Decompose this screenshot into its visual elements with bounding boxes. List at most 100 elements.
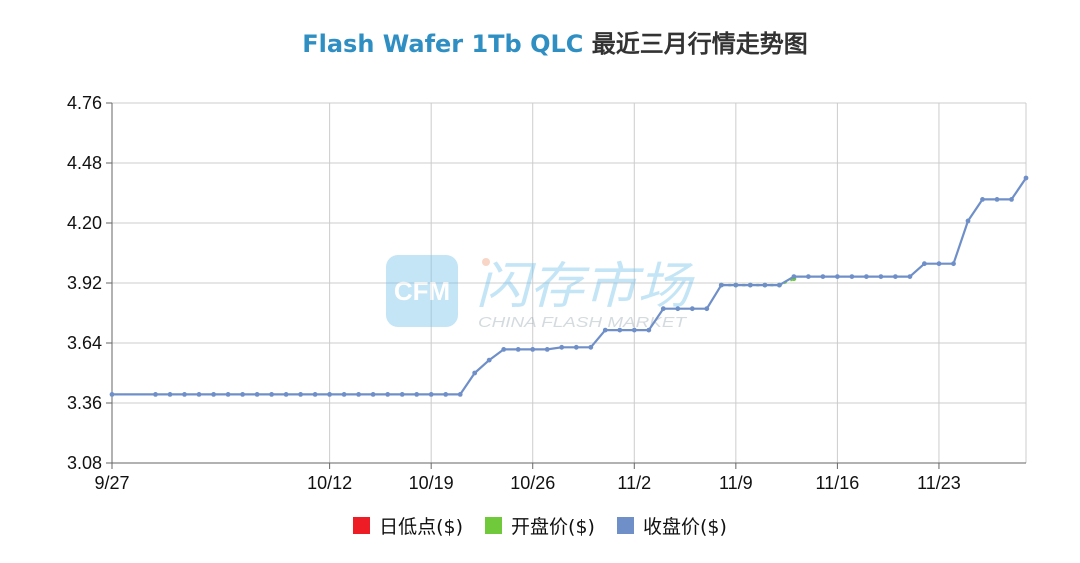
data-point-close-price[interactable]: [747, 282, 753, 288]
data-point-close-price[interactable]: [530, 347, 536, 352]
data-point-close-price[interactable]: [225, 392, 231, 397]
data-point-close-price[interactable]: [893, 274, 898, 279]
chart-title-caption: 最近三月行情走势图: [591, 30, 808, 58]
data-point-close-price[interactable]: [341, 392, 347, 397]
data-point-close-price[interactable]: [298, 392, 303, 397]
series: [109, 175, 1029, 397]
watermark-badge-text: CFM: [394, 276, 450, 306]
data-point-close-price[interactable]: [1009, 197, 1014, 202]
series-line-close-price: [112, 177, 1027, 396]
data-point-close-price[interactable]: [196, 392, 202, 397]
data-point-close-price[interactable]: [733, 282, 739, 288]
data-point-close-price[interactable]: [878, 274, 884, 279]
data-point-close-price[interactable]: [1023, 175, 1029, 181]
legend-item-daily-low[interactable]: 日低点($): [353, 512, 463, 539]
data-point-close-price[interactable]: [501, 347, 507, 352]
data-point-close-price[interactable]: [820, 274, 826, 279]
data-point-close-price[interactable]: [777, 282, 782, 288]
data-point-close-price[interactable]: [544, 347, 550, 352]
data-point-close-price[interactable]: [472, 370, 478, 376]
y-tick-label: 3.08: [67, 453, 102, 473]
data-point-close-price[interactable]: [791, 274, 797, 279]
watermark-name-en: CHINA FLASH MARKET: [478, 314, 688, 331]
legend-swatch-open-price: [485, 517, 503, 534]
data-point-close-price[interactable]: [327, 392, 332, 397]
data-point-close-price[interactable]: [689, 306, 695, 312]
data-point-close-price[interactable]: [428, 392, 434, 397]
data-point-close-price[interactable]: [617, 327, 623, 333]
legend-item-open-price[interactable]: 开盘价($): [485, 512, 595, 539]
data-point-close-price[interactable]: [965, 218, 971, 224]
data-point-close-price[interactable]: [486, 357, 492, 363]
data-point-close-price[interactable]: [109, 392, 115, 397]
data-point-close-price[interactable]: [399, 392, 405, 397]
data-point-close-price[interactable]: [211, 392, 217, 397]
data-point-close-price[interactable]: [588, 344, 594, 350]
data-point-close-price[interactable]: [283, 392, 289, 397]
x-tick-label: 11/9: [719, 473, 753, 493]
y-tick-label: 4.48: [67, 153, 102, 173]
x-tick-label: 10/26: [510, 473, 555, 493]
data-point-close-price[interactable]: [835, 274, 840, 279]
y-tick-label: 3.64: [67, 333, 102, 353]
data-point-close-price[interactable]: [414, 392, 420, 397]
data-point-close-price[interactable]: [994, 197, 1000, 202]
data-point-close-price[interactable]: [864, 274, 869, 279]
chart-title: Flash Wafer 1Tb QLC 最近三月行情走势图: [0, 24, 1080, 59]
watermark-name-cn: 闪存市场: [476, 257, 695, 315]
watermark: CFM 闪存市场 CHINA FLASH MARKET: [386, 255, 695, 331]
data-point-close-price[interactable]: [254, 392, 260, 397]
legend-swatch-daily-low: [353, 517, 371, 534]
y-tick-label: 4.20: [67, 213, 102, 233]
axes: 3.08 3.36 3.64 3.92 4.20 4.48 4.76 9/27 10/12 10/…: [67, 93, 1026, 493]
data-point-close-price[interactable]: [167, 392, 173, 397]
data-point-close-price[interactable]: [936, 261, 942, 267]
y-tick-label: 3.36: [67, 393, 102, 413]
legend: 日低点($) 开盘价($) 收盘价($): [0, 512, 1080, 539]
legend-label-close-price: 收盘价($): [642, 516, 727, 538]
x-tick-label: 9/27: [94, 473, 129, 493]
data-point-close-price[interactable]: [356, 392, 361, 397]
data-point-close-price[interactable]: [182, 392, 187, 397]
data-point-close-price[interactable]: [762, 282, 768, 288]
chart-title-product: Flash Wafer 1Tb QLC: [302, 30, 584, 58]
data-point-close-price[interactable]: [559, 344, 565, 350]
data-point-close-price[interactable]: [153, 392, 158, 397]
data-point-close-price[interactable]: [980, 197, 985, 202]
data-point-close-price[interactable]: [602, 327, 608, 333]
x-tick-label: 11/2: [617, 473, 651, 493]
data-point-close-price[interactable]: [660, 306, 666, 312]
data-point-close-price[interactable]: [457, 392, 463, 397]
data-point-close-price[interactable]: [573, 344, 579, 350]
watermark-dot: [482, 258, 490, 266]
data-point-close-price[interactable]: [240, 392, 246, 397]
x-tick-label: 10/12: [307, 473, 352, 493]
x-tick-label: 11/23: [917, 473, 961, 493]
data-point-close-price[interactable]: [515, 347, 521, 352]
x-tick-label: 10/19: [409, 473, 454, 493]
data-point-close-price[interactable]: [718, 282, 724, 288]
data-point-close-price[interactable]: [849, 274, 855, 279]
data-point-close-price[interactable]: [806, 274, 811, 279]
legend-swatch-close-price: [616, 517, 634, 534]
data-point-close-price[interactable]: [443, 392, 449, 397]
y-tick-label: 4.76: [67, 93, 102, 113]
data-point-close-price[interactable]: [312, 392, 318, 397]
data-point-close-price[interactable]: [951, 261, 956, 267]
data-point-close-price[interactable]: [631, 327, 637, 333]
data-point-close-price[interactable]: [385, 392, 391, 397]
data-point-close-price[interactable]: [907, 274, 913, 279]
data-point-close-price[interactable]: [646, 327, 652, 333]
legend-label-daily-low: 日低点($): [379, 516, 464, 538]
x-tick-label: 11/16: [816, 473, 860, 493]
data-point-close-price[interactable]: [675, 306, 681, 312]
legend-label-open-price: 开盘价($): [511, 516, 595, 538]
y-tick-label: 3.92: [67, 273, 102, 293]
data-point-close-price[interactable]: [704, 306, 710, 312]
watermark-badge: [386, 255, 458, 327]
data-point-close-price[interactable]: [269, 392, 274, 397]
legend-item-close-price[interactable]: 收盘价($): [616, 512, 727, 539]
data-point-close-price[interactable]: [922, 261, 927, 267]
data-point-close-price[interactable]: [370, 392, 376, 397]
